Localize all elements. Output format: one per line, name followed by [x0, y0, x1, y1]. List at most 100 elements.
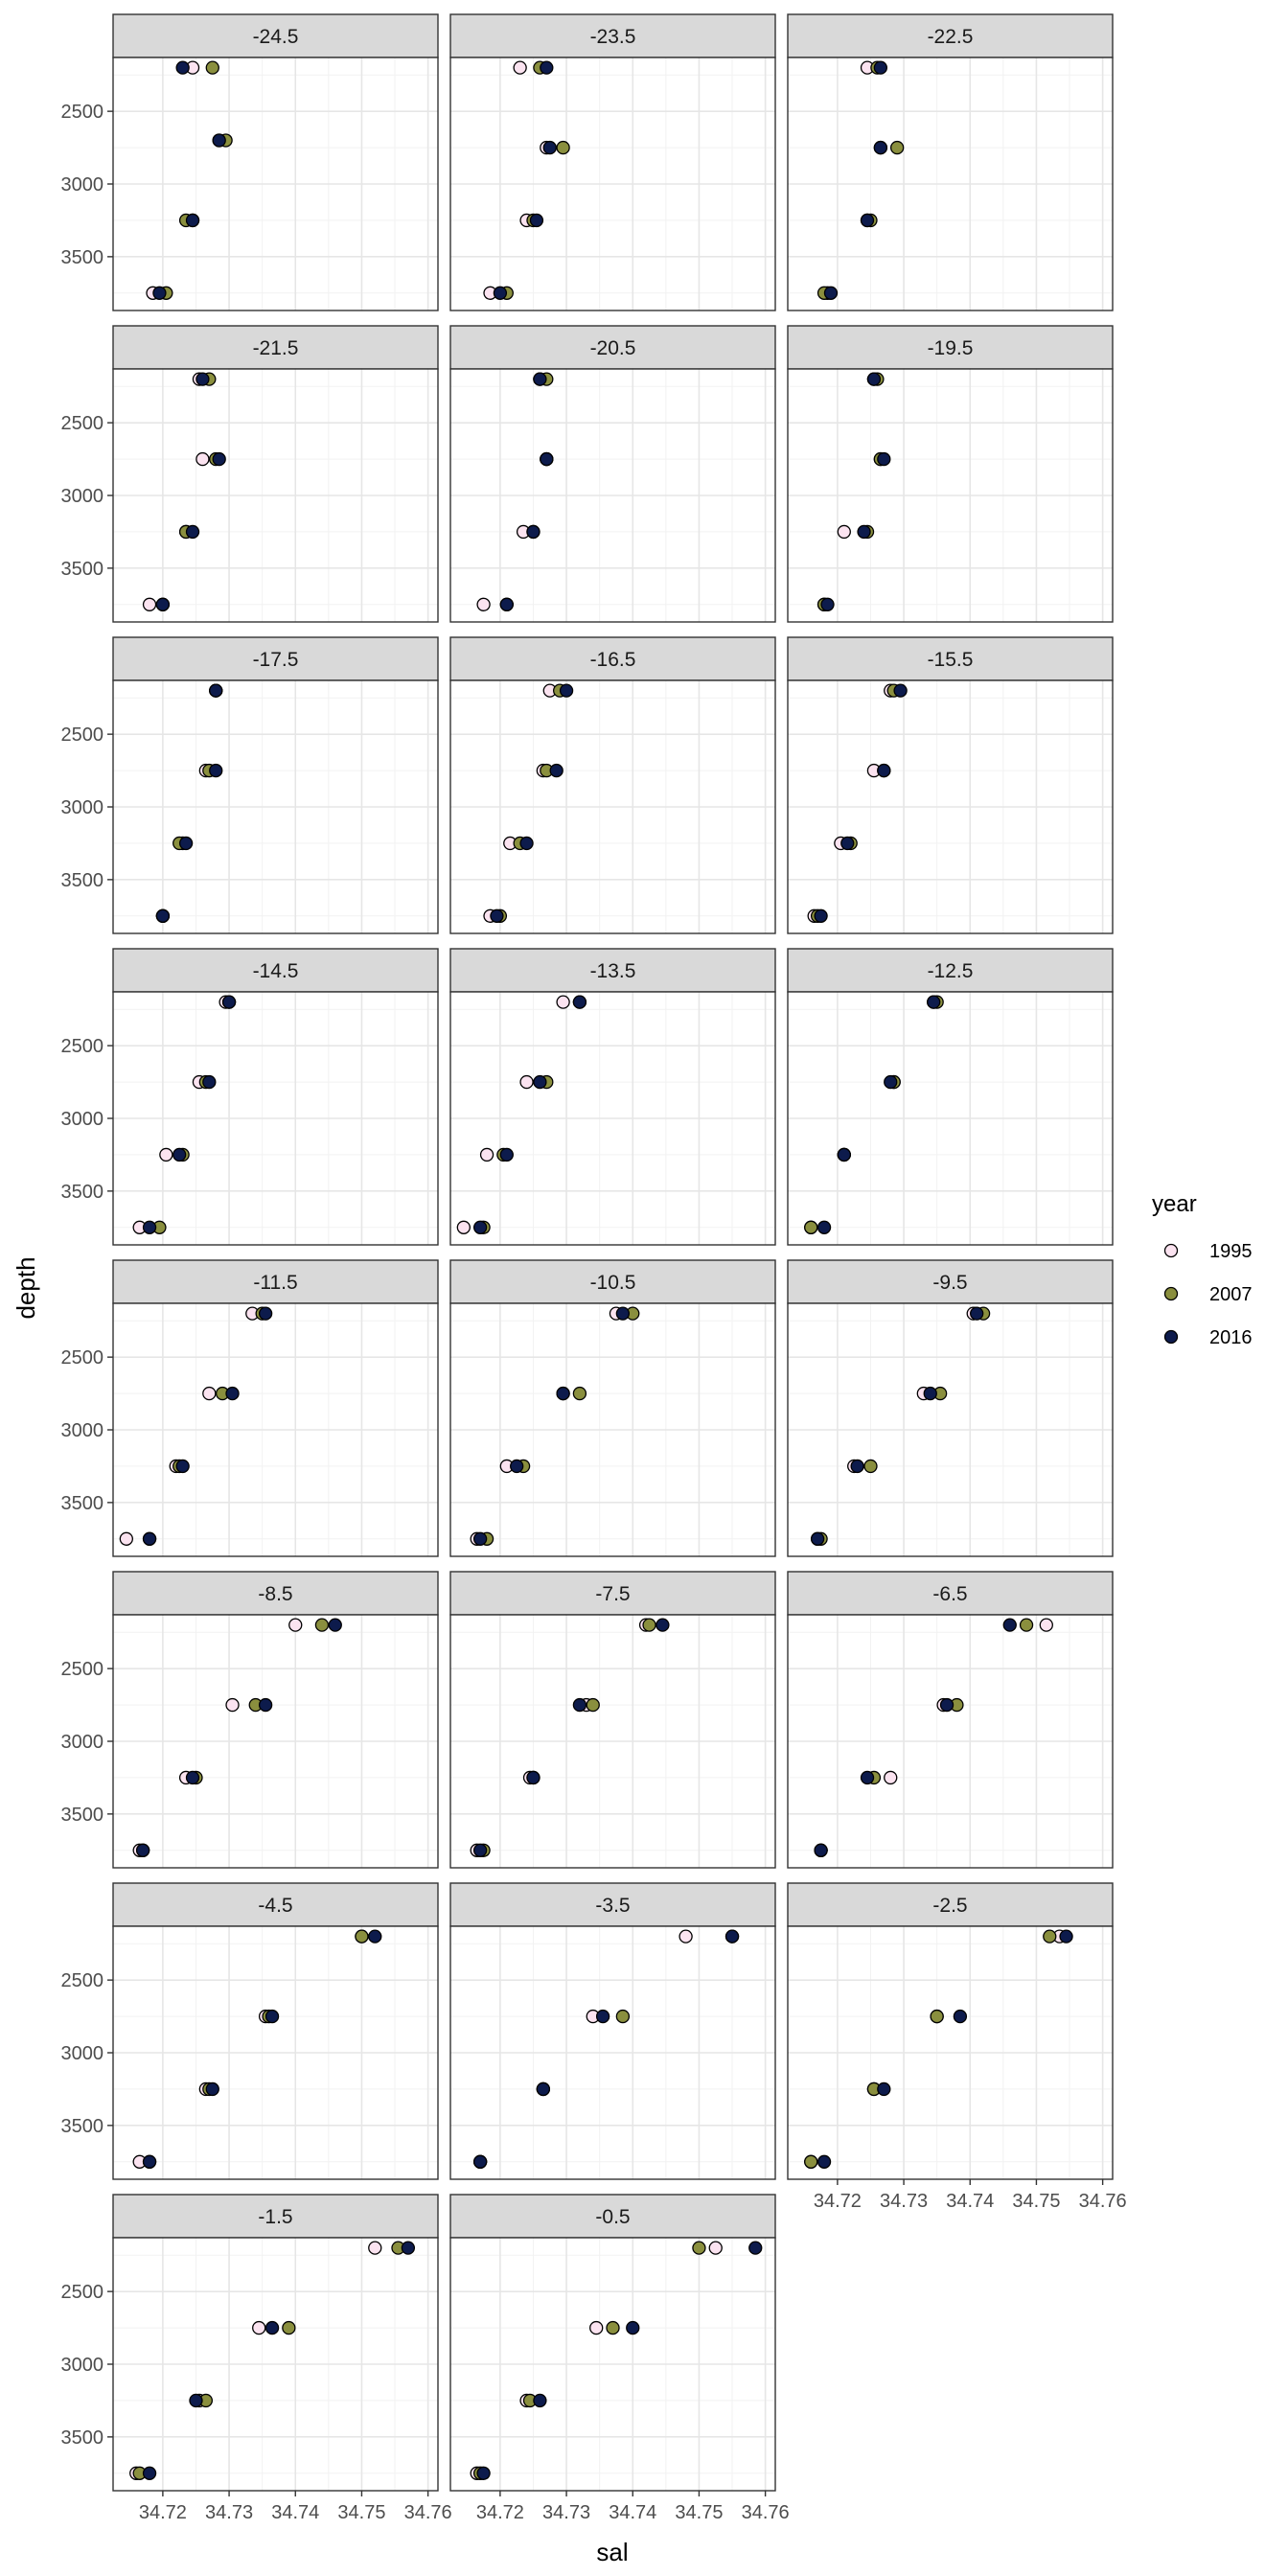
point-2016 [205, 2082, 219, 2097]
point-2016 [368, 1929, 382, 1944]
point-1995 [479, 1147, 494, 1162]
point-2016 [540, 60, 554, 75]
point-2007 [642, 1618, 656, 1632]
point-2016 [533, 1074, 547, 1090]
y-tick-label: 2500 [61, 1970, 104, 1991]
point-2016 [823, 286, 839, 300]
point-2016 [877, 763, 891, 778]
facet-strip-label: -16.5 [590, 649, 636, 671]
point-2016 [927, 995, 941, 1009]
facet-panel: -16.5 [449, 636, 776, 934]
point-2016 [816, 1220, 832, 1234]
facet-panel: -1.5 2500 3000 3500 34.72 34.73 34.74 34.75 34.7… [61, 2194, 452, 2523]
panel-border [787, 1925, 1114, 2180]
facet-strip [112, 636, 439, 681]
point-2016 [499, 597, 514, 611]
y-tick-label: 2500 [61, 102, 104, 123]
panel-border [787, 1614, 1114, 1869]
y-tick-label: 3500 [61, 2116, 104, 2137]
y-tick-label: 3500 [61, 1805, 104, 1826]
point-2016 [476, 2466, 491, 2480]
point-2007 [355, 1929, 369, 1944]
x-tick-label: 34.72 [476, 2502, 524, 2523]
point-2016 [595, 2009, 610, 2024]
x-tick-label: 34.76 [404, 2502, 452, 2523]
point-2007 [282, 2320, 296, 2335]
facet-strip-label: -10.5 [590, 1272, 636, 1294]
point-2016 [866, 372, 882, 386]
point-2016 [939, 1697, 954, 1713]
facet-strip [787, 948, 1114, 993]
y-tick-label: 3000 [61, 1732, 104, 1753]
point-2016 [820, 597, 835, 611]
facet-strip-label: -15.5 [928, 649, 974, 671]
point-2016 [816, 2154, 832, 2169]
point-2007 [586, 1697, 600, 1713]
facet-panel: -4.5 2500 3000 3500 [61, 1882, 439, 2180]
x-tick-label: 34.72 [814, 2191, 862, 2212]
point-2007 [205, 60, 219, 75]
point-2016 [533, 372, 547, 386]
legend-key-2016 [1163, 1329, 1179, 1345]
point-2016 [519, 836, 534, 851]
point-2016 [472, 2154, 488, 2169]
point-2016 [953, 2009, 968, 2024]
point-2016 [189, 2393, 203, 2408]
point-2016 [493, 286, 508, 300]
point-1995 [1039, 1618, 1053, 1632]
point-1995 [196, 451, 210, 467]
point-2016 [1059, 1929, 1073, 1944]
point-1995 [252, 2320, 266, 2335]
point-1995 [556, 995, 570, 1009]
point-2016 [209, 683, 223, 698]
panel-border [787, 1302, 1114, 1557]
point-2016 [510, 1459, 524, 1474]
point-2016 [873, 140, 888, 155]
facet-panels: -24.5 2500 3000 3500 -23.5 -22.5 -21.5 2500 3000… [61, 13, 1127, 2523]
point-2016 [540, 451, 554, 467]
y-tick-label: 2500 [61, 1347, 104, 1368]
point-1995 [884, 1770, 898, 1785]
y-tick-label: 2500 [61, 2282, 104, 2303]
facet-strip-label: -21.5 [253, 337, 299, 359]
facet-strip [449, 948, 776, 993]
facet-strip [112, 1259, 439, 1304]
point-1995 [288, 1618, 303, 1632]
facet-strip [449, 2194, 776, 2239]
facet-strip-label: -24.5 [253, 26, 299, 48]
panel-border [449, 1614, 776, 1869]
point-2016 [172, 1147, 187, 1162]
x-tick-label: 34.76 [742, 2502, 790, 2523]
legend-key-1995 [1163, 1243, 1179, 1258]
x-tick-label: 34.74 [609, 2502, 656, 2523]
facet-strip [112, 1571, 439, 1616]
facet-strip-label: -8.5 [258, 1583, 292, 1605]
y-tick-label: 3500 [61, 247, 104, 268]
x-tick-label: 34.73 [205, 2502, 253, 2523]
facet-strip [449, 13, 776, 58]
facet-panel: -15.5 [787, 636, 1114, 934]
facet-strip-label: -4.5 [258, 1895, 292, 1917]
x-tick-label: 34.74 [271, 2502, 319, 2523]
facet-strip-label: -2.5 [932, 1895, 967, 1917]
point-2016 [533, 2393, 547, 2408]
facet-panel: -12.5 [787, 948, 1114, 1246]
panel-border [449, 991, 776, 1246]
point-2007 [804, 1220, 818, 1234]
facet-strip [112, 13, 439, 58]
point-2016 [529, 213, 544, 228]
point-2016 [202, 1074, 217, 1090]
point-1995 [159, 1147, 173, 1162]
point-2016 [526, 524, 540, 540]
point-2016 [212, 451, 226, 467]
point-2016 [209, 763, 223, 778]
point-2016 [196, 372, 210, 386]
facet-strip [112, 2194, 439, 2239]
y-tick-label: 3000 [61, 2355, 104, 2376]
facet-panel: -7.5 [449, 1571, 776, 1869]
panel-border [787, 57, 1114, 311]
point-2016 [724, 1929, 740, 1944]
facet-strip-label: -20.5 [590, 337, 636, 359]
y-tick-label: 3000 [61, 2043, 104, 2064]
facet-panel: -19.5 [787, 325, 1114, 623]
